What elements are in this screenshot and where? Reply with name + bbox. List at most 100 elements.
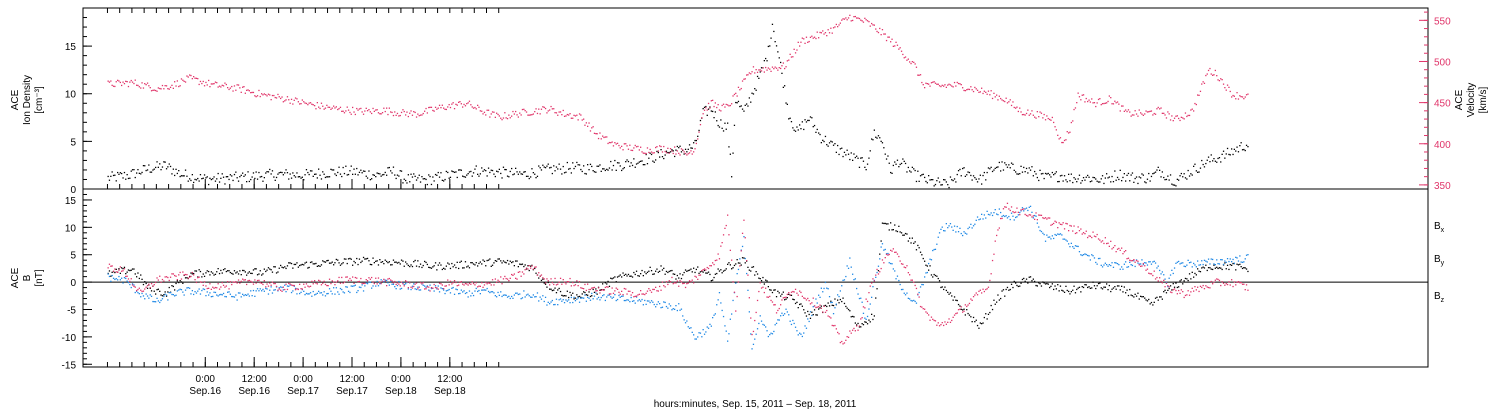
by-point xyxy=(1058,233,1060,236)
density-point xyxy=(786,103,788,105)
bz-point xyxy=(463,284,465,286)
bx-point xyxy=(809,317,812,319)
bx-point xyxy=(1029,276,1032,278)
bx-point xyxy=(667,271,669,274)
density-point xyxy=(796,126,798,128)
density-point xyxy=(1144,181,1146,183)
by-point xyxy=(341,288,343,291)
bz-point xyxy=(925,311,927,313)
velocity-point xyxy=(845,17,847,19)
bx-point xyxy=(364,258,366,260)
density-point xyxy=(335,174,337,177)
density-point xyxy=(255,171,257,173)
bx-point xyxy=(534,267,536,270)
density-point xyxy=(1201,159,1203,162)
density-point xyxy=(430,183,433,186)
density-point xyxy=(642,164,644,166)
by-point xyxy=(778,319,780,321)
bx-point xyxy=(305,261,308,263)
bx-point xyxy=(1245,268,1248,270)
bx-point xyxy=(839,298,841,301)
bx-point xyxy=(502,260,505,262)
bz-point xyxy=(527,268,529,270)
by-point xyxy=(793,322,795,325)
bx-point xyxy=(500,260,502,262)
bz-point xyxy=(994,240,996,242)
bx-point xyxy=(358,258,361,260)
bx-point xyxy=(1220,267,1222,269)
velocity-point xyxy=(543,106,545,108)
by-point xyxy=(227,291,229,293)
by-point xyxy=(799,332,801,334)
density-point xyxy=(928,175,930,177)
bx-point xyxy=(430,267,433,269)
density-point xyxy=(358,171,361,173)
velocity-point xyxy=(1171,115,1173,117)
by-point xyxy=(379,283,381,285)
by-point xyxy=(410,288,412,291)
velocity-point xyxy=(1047,117,1049,120)
bx-point xyxy=(277,271,279,273)
density-point xyxy=(244,174,246,176)
velocity-point xyxy=(914,63,916,65)
bz-point xyxy=(451,283,453,285)
bx-point xyxy=(623,274,625,276)
density-point xyxy=(986,171,988,174)
by-point xyxy=(239,292,241,294)
by-point xyxy=(1025,207,1028,209)
bz-point xyxy=(1017,211,1019,213)
bx-point xyxy=(826,305,828,308)
density-point xyxy=(1225,153,1227,155)
bz-point xyxy=(356,277,358,279)
density-point xyxy=(478,175,480,177)
velocity-point xyxy=(318,106,320,108)
by-point xyxy=(981,213,983,215)
by-point xyxy=(625,299,627,302)
velocity-point xyxy=(1066,131,1068,133)
density-point xyxy=(505,169,507,171)
bz-point xyxy=(421,283,423,285)
velocity-point xyxy=(962,87,964,89)
velocity-point xyxy=(648,151,650,154)
by-point xyxy=(631,300,634,302)
bx-point xyxy=(1232,262,1234,265)
bx-point xyxy=(242,269,244,272)
by-point xyxy=(619,296,621,298)
density-point xyxy=(357,174,359,176)
bx-point xyxy=(542,278,544,280)
bz-point xyxy=(479,285,481,287)
velocity-point xyxy=(842,18,844,20)
density-point xyxy=(1096,180,1098,182)
density-point xyxy=(982,174,984,177)
velocity-point xyxy=(722,103,725,105)
bz-point xyxy=(294,289,297,291)
velocity-point xyxy=(1012,101,1014,103)
velocity-point xyxy=(1160,107,1162,109)
bx-point xyxy=(665,270,668,273)
density-point xyxy=(259,176,261,178)
velocity-point xyxy=(934,82,937,84)
density-point xyxy=(525,175,528,177)
by-point xyxy=(150,295,153,297)
bz-point xyxy=(1164,286,1166,288)
bz-point xyxy=(242,278,244,280)
bz-point xyxy=(554,277,556,280)
density-point xyxy=(193,181,195,184)
velocity-point xyxy=(994,96,996,98)
velocity-point xyxy=(440,107,442,109)
velocity-point xyxy=(596,133,598,135)
velocity-point xyxy=(678,152,680,154)
density-point xyxy=(1101,175,1104,177)
velocity-point xyxy=(387,113,389,116)
by-point xyxy=(892,268,894,270)
bx-point xyxy=(516,260,518,262)
velocity-point xyxy=(861,20,863,22)
density-point xyxy=(746,103,748,105)
by-point xyxy=(1017,214,1019,216)
bx-point xyxy=(335,258,337,261)
by-point xyxy=(565,299,567,301)
by-point xyxy=(937,236,939,238)
bz-point xyxy=(227,281,229,283)
by-point xyxy=(648,300,650,302)
bz-point xyxy=(418,286,420,288)
